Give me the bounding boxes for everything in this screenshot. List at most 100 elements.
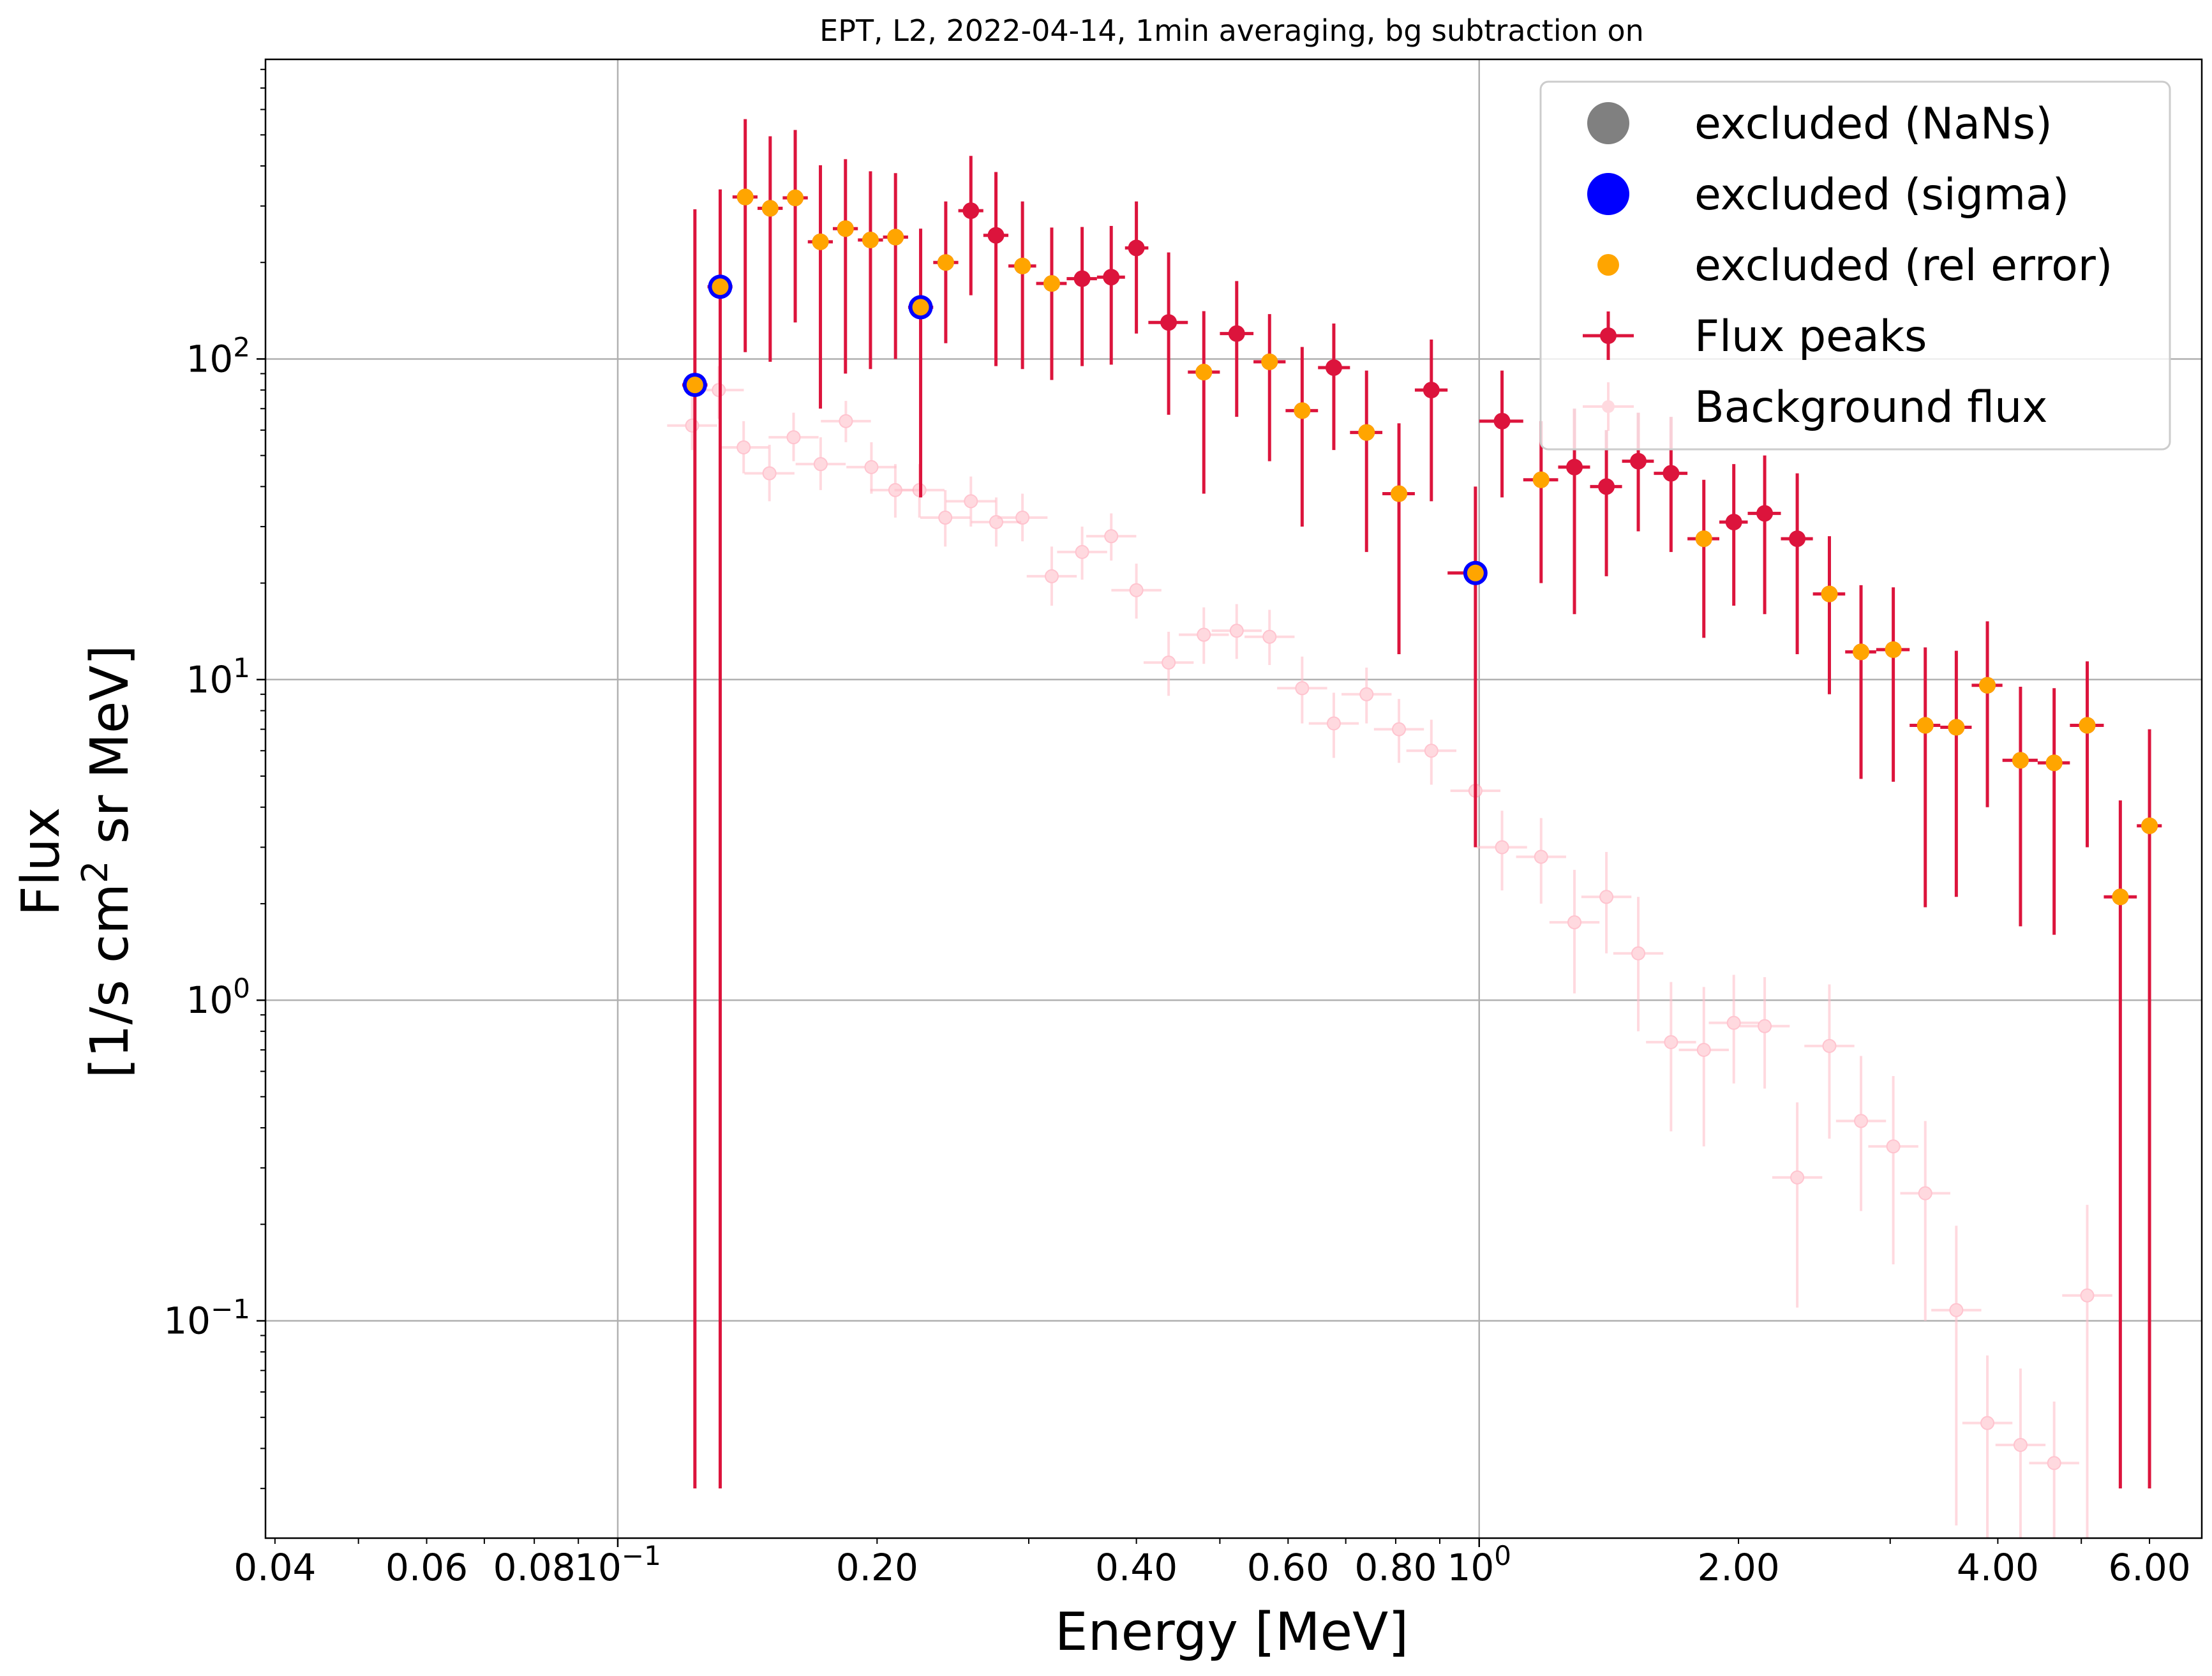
flux-point [1220,281,1254,417]
rel-error-excluded-marker [1821,585,1838,602]
rel-error-excluded-marker [712,278,729,296]
x-tick-label: 0.20 [836,1546,918,1589]
background-point [1931,1225,1982,1526]
flux-point [1188,311,1220,494]
background-point [1086,513,1137,561]
y-tick-label-exponent: −1 [211,1294,250,1325]
background-marker [1534,849,1548,864]
background-marker [786,430,801,445]
rel-error-excluded-marker [812,233,829,250]
background-point [920,490,971,547]
legend-label: excluded (rel error) [1694,241,2112,291]
background-marker [1424,744,1439,758]
background-point [1772,1102,1823,1308]
flux-marker [1228,325,1245,342]
background-point [1678,987,1729,1147]
x-tick-label: 2.00 [1697,1546,1779,1589]
flux-point [1747,455,1781,615]
x-tick-label: 0.40 [1095,1546,1177,1589]
flux-marker [987,227,1005,244]
flux-marker [1756,505,1774,522]
axis-labels: EPT, L2, 2022-04-14, 1min averaging, bg … [11,13,1644,1663]
y-tick-label-exponent: 1 [233,652,250,684]
background-marker [2080,1288,2095,1303]
y-axis-label: Flux [1/s cm2 sr MeV] [11,645,140,1078]
background-point [1179,607,1229,664]
flux-marker [1325,359,1342,376]
background-marker [1886,1139,1901,1154]
flux-point [1414,339,1448,502]
flux-point [757,136,783,362]
background-point [768,412,819,461]
x-tick-label: 0.60 [1247,1546,1329,1589]
background-marker [813,457,828,472]
background-point [1739,977,1790,1089]
flux-point [2070,661,2104,848]
legend-label: Flux peaks [1694,311,1927,362]
x-tick-label: 0.08 [493,1546,576,1589]
background-point [1057,527,1107,580]
background-marker [1392,722,1407,737]
background-marker [736,440,751,454]
flux-point [782,130,808,323]
flux-point [1687,479,1719,638]
flux-point [1066,227,1097,366]
flux-point [1008,201,1036,370]
y-tick-label-exponent: 0 [233,973,250,1004]
background-marker [1854,1114,1869,1128]
background-marker [1229,624,1244,638]
flux-point [1253,314,1286,461]
flux-marker [1789,530,1806,548]
rel-error-excluded-marker [862,232,879,249]
background-marker [2047,1456,2061,1470]
x-tick-label-exponent: 0 [1494,1540,1511,1571]
flux-point [1479,370,1523,498]
rel-error-excluded-marker [1695,530,1712,548]
y-axis-label-pre: [1/s cm [80,883,140,1079]
legend-marker-background-dot [1602,400,1615,413]
x-tick-label-base: 10 [574,1546,622,1589]
background-point [1835,1056,1887,1211]
flux-point [1350,370,1383,552]
rel-error-excluded-marker [761,200,779,217]
background-marker [1326,716,1341,731]
x-tick-label: 10−1 [574,1540,661,1589]
flux-point [1971,621,2003,807]
rel-error-excluded-marker [1195,364,1213,381]
flux-marker [1630,453,1647,470]
rel-error-excluded-marker [1294,402,1311,419]
legend-label: excluded (NaNs) [1694,99,2052,149]
background-point [1708,975,1759,1084]
x-axis-label: Energy [MeV] [1055,1602,1409,1663]
flux-point [858,171,883,370]
flux-point [983,172,1009,366]
background-marker [1162,655,1176,670]
flux-peaks-layer [682,119,2162,1489]
rel-error-excluded-marker [887,228,904,246]
legend-item: Background flux [1583,382,2047,433]
background-point [1995,1368,2046,1538]
flux-marker [1128,239,1145,257]
flux-marker [1663,465,1680,482]
flux-point [908,228,934,498]
flux-point [1719,464,1748,606]
background-marker [1726,1015,1741,1030]
y-tick-label-base: 10 [186,978,233,1022]
x-tick-label: 4.00 [1957,1546,2039,1589]
rel-error-excluded-marker [1532,471,1550,488]
rel-error-excluded-marker [1467,564,1484,581]
background-marker [1790,1170,1805,1185]
legend: excluded (NaNs) excluded (sigma) excluded … [1539,80,2171,451]
rel-error-excluded-marker [736,188,754,206]
background-point [1646,982,1696,1132]
y-tick-label: 100 [186,973,250,1022]
background-point [997,493,1048,542]
rel-error-excluded-marker [2012,752,2029,769]
rel-error-excluded-marker [1391,485,1408,502]
background-point [1804,984,1855,1139]
legend-marker-sigma [1587,173,1629,215]
rel-error-excluded-marker [1358,424,1375,441]
background-point [1581,851,1632,954]
y-axis-label-line1: Flux [11,807,71,916]
